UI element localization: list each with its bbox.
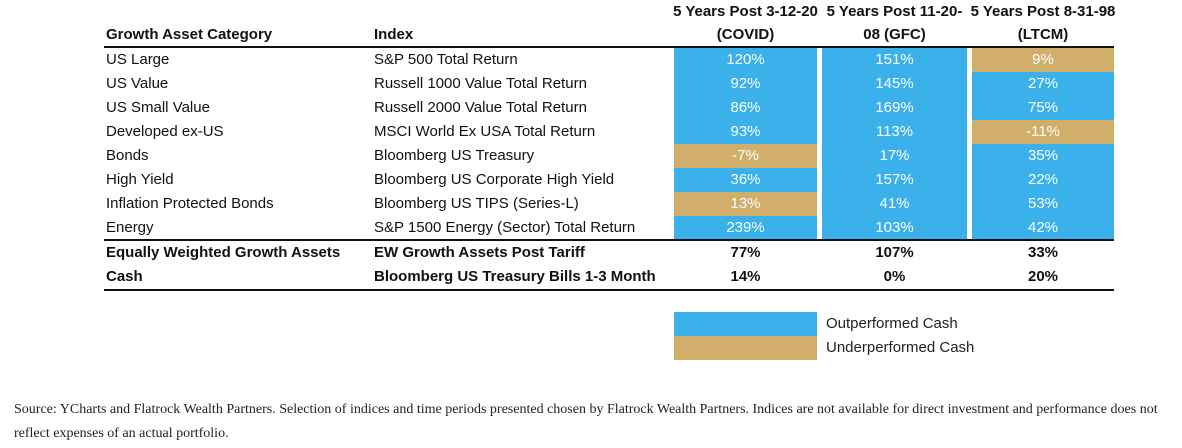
value-cell: 93%	[674, 120, 817, 144]
value-cell: -7%	[674, 144, 817, 168]
value-cell: 36%	[674, 168, 817, 192]
value-cell: 42%	[972, 216, 1114, 240]
summary-cell: Cash	[106, 268, 143, 285]
label-cell: US Large	[106, 51, 170, 68]
label-cell: MSCI World Ex USA Total Return	[374, 123, 596, 140]
value-cell: 151%	[822, 48, 967, 72]
legend-label: Underperformed Cash	[826, 339, 975, 356]
column-header: 5 Years Post 11-20-08 (GFC)	[826, 3, 963, 43]
value-cell: 22%	[972, 168, 1114, 192]
value-cell: 145%	[822, 72, 967, 96]
column-header: Index	[374, 26, 414, 43]
summary-cell: Equally Weighted Growth Assets	[106, 244, 341, 261]
value-cell: 9%	[972, 48, 1114, 72]
label-cell: Inflation Protected Bonds	[106, 195, 274, 212]
value-cell: -11%	[972, 120, 1114, 144]
value-cell: 75%	[972, 96, 1114, 120]
bottom-rule	[104, 289, 1114, 291]
value-cell: 169%	[822, 96, 967, 120]
value-cell: 113%	[822, 120, 967, 144]
summary-cell: 33%	[1027, 244, 1059, 261]
value-cell: 41%	[822, 192, 967, 216]
value-cell: 27%	[972, 72, 1114, 96]
label-cell: US Value	[106, 75, 169, 92]
label-cell: Energy	[106, 219, 154, 236]
value-cell: 17%	[822, 144, 967, 168]
value-cell: 103%	[822, 216, 967, 240]
column-header: 5 Years Post 3-12-20 (COVID)	[673, 3, 818, 43]
label-cell: US Small Value	[106, 99, 210, 116]
legend-swatch	[674, 336, 817, 360]
header-rule	[104, 46, 1114, 48]
legend-label: Outperformed Cash	[826, 315, 958, 332]
legend-swatch	[674, 312, 817, 336]
summary-cell: 0%	[883, 268, 906, 285]
label-cell: Bloomberg US Treasury	[374, 147, 535, 164]
label-cell: Russell 2000 Value Total Return	[374, 99, 587, 116]
value-cell: 86%	[674, 96, 817, 120]
source-note: Source: YCharts and Flatrock Wealth Part…	[14, 402, 1158, 441]
summary-cell: Bloomberg US Treasury Bills 1-3 Month	[374, 268, 656, 285]
label-cell: Russell 1000 Value Total Return	[374, 75, 587, 92]
label-cell: S&P 500 Total Return	[374, 51, 518, 68]
summary-cell: 20%	[1027, 268, 1059, 285]
label-cell: Developed ex-US	[106, 123, 224, 140]
section-rule	[104, 239, 1114, 241]
column-header: 5 Years Post 8-31-98 (LTCM)	[970, 3, 1116, 43]
label-cell: Bloomberg US TIPS (Series-L)	[374, 195, 579, 212]
summary-cell: 107%	[875, 244, 914, 261]
value-cell: 13%	[674, 192, 817, 216]
label-cell: Bloomberg US Corporate High Yield	[374, 171, 615, 188]
value-cell: 157%	[822, 168, 967, 192]
value-cell: 239%	[674, 216, 817, 240]
summary-cell: EW Growth Assets Post Tariff	[374, 244, 585, 261]
value-cell: 35%	[972, 144, 1114, 168]
label-cell: High Yield	[106, 171, 174, 188]
value-cell: 92%	[674, 72, 817, 96]
column-header: Growth Asset Category	[106, 26, 273, 43]
label-cell: Bonds	[106, 147, 149, 164]
value-cell: 53%	[972, 192, 1114, 216]
summary-cell: 77%	[730, 244, 761, 261]
summary-cell: 14%	[730, 268, 761, 285]
value-cell: 120%	[674, 48, 817, 72]
label-cell: S&P 1500 Energy (Sector) Total Return	[374, 219, 636, 236]
